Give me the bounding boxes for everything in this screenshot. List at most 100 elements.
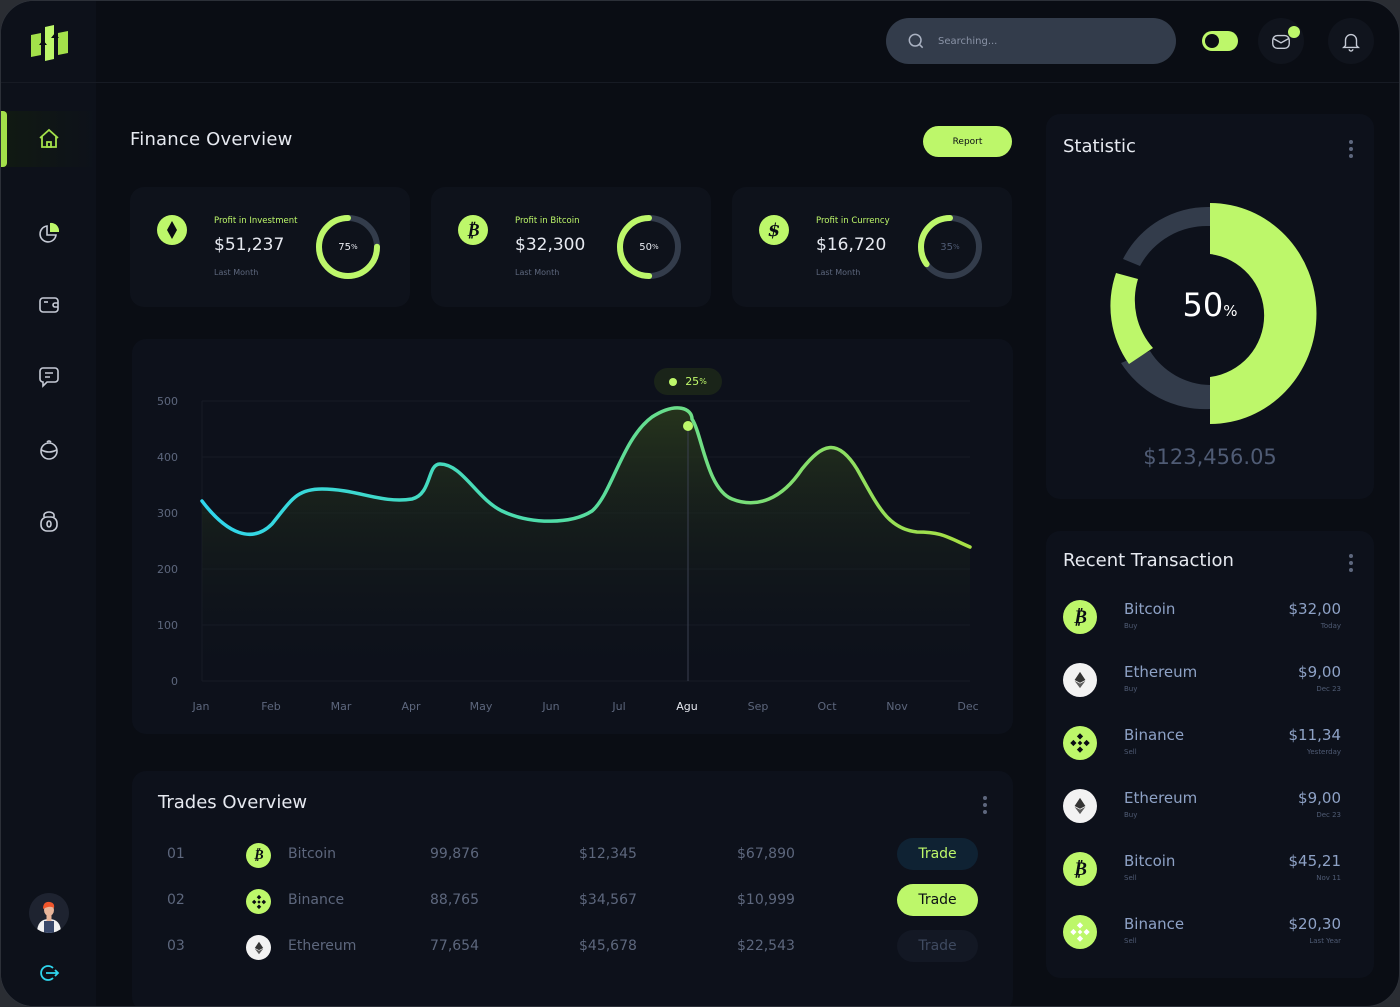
tx-coin: Bitcoin — [1124, 600, 1176, 618]
bitcoin-icon: ₿ — [458, 215, 488, 245]
dollar-icon: $ — [759, 215, 789, 245]
stat-card-bitcoin: ₿ Profit in Bitcoin $32,300 Last Month 5… — [431, 187, 711, 307]
statistic-total: $123,456.05 — [1143, 445, 1277, 469]
diamond-icon — [157, 215, 187, 245]
transaction-row[interactable]: Ethereum Buy $9,00 Dec 23 — [1046, 661, 1374, 701]
y-tick: 300 — [157, 507, 178, 520]
x-tick: Jan — [192, 700, 210, 713]
x-tick: Jul — [612, 700, 626, 713]
card-title: Recent Transaction — [1063, 550, 1234, 571]
x-tick: Nov — [886, 700, 908, 713]
sidebar-item-wallet[interactable] — [1, 277, 96, 333]
statistic-card: Statistic 50% $123,456.05 — [1046, 114, 1374, 499]
more-options-icon[interactable] — [1348, 554, 1354, 572]
trade-volume: 77,654 — [430, 938, 479, 954]
mail-button[interactable] — [1258, 18, 1304, 64]
trade-coin: Ethereum — [288, 938, 357, 954]
x-tick-active[interactable]: Agu — [676, 700, 698, 713]
stat-period: Last Month — [816, 268, 861, 277]
stat-value: $16,720 — [816, 235, 887, 255]
notifications-button[interactable] — [1328, 18, 1374, 64]
tx-date: Yesterday — [1307, 748, 1341, 756]
chat-icon — [38, 367, 59, 388]
tx-date: Dec 23 — [1316, 685, 1341, 693]
tx-date: Last Year — [1309, 937, 1341, 945]
user-avatar[interactable] — [29, 893, 69, 933]
trade-index: 01 — [167, 846, 185, 862]
trade-button[interactable]: Trade — [897, 884, 978, 916]
header-divider — [1, 82, 1399, 83]
tx-amount: $9,00 — [1298, 789, 1341, 807]
trade-index: 03 — [167, 938, 185, 954]
sidebar-item-statistics[interactable] — [1, 205, 96, 261]
transaction-row[interactable]: ₿ Bitcoin Buy $32,00 Today — [1046, 598, 1374, 638]
statistic-donut — [1110, 203, 1317, 424]
search-input[interactable] — [938, 35, 1158, 47]
logout-icon[interactable] — [37, 961, 61, 985]
trade-total: $10,999 — [737, 892, 795, 908]
card-title: Statistic — [1063, 136, 1136, 157]
trade-total: $67,890 — [737, 846, 795, 862]
trades-overview-card: Trades Overview 01 ₿ Bitcoin 99,876 $12,… — [132, 771, 1013, 1006]
progress-ring — [918, 215, 982, 279]
home-icon — [38, 128, 59, 148]
tx-date: Dec 23 — [1316, 811, 1341, 819]
chart-tooltip: 25% — [654, 368, 722, 395]
tx-amount: $32,00 — [1288, 600, 1342, 618]
tooltip-dot — [669, 377, 678, 386]
sidebar-item-vault[interactable] — [1, 493, 96, 549]
trade-price: $12,345 — [579, 846, 637, 862]
statistic-percent: 50% — [1182, 286, 1238, 324]
trade-row: 03 Ethereum 77,654 $45,678 $22,543 Trade — [132, 930, 1013, 964]
trade-volume: 99,876 — [430, 846, 479, 862]
transaction-row[interactable]: Binance Sell $11,34 Yesterday — [1046, 724, 1374, 764]
logo-icon — [31, 25, 68, 61]
trade-index: 02 — [167, 892, 185, 908]
more-options-icon[interactable] — [1348, 140, 1354, 158]
tx-coin: Binance — [1124, 726, 1185, 744]
sidebar-item-messages[interactable] — [1, 349, 96, 405]
tx-coin: Bitcoin — [1124, 852, 1176, 870]
transaction-row[interactable]: ₿ Bitcoin Sell $45,21 Nov 11 — [1046, 850, 1374, 890]
tx-type: Sell — [1124, 937, 1137, 945]
tx-amount: $45,21 — [1288, 852, 1342, 870]
search-bar[interactable] — [886, 18, 1176, 64]
ring-percent: 35% — [940, 241, 960, 253]
progress-ring — [617, 215, 681, 279]
x-tick: Sep — [747, 700, 769, 713]
tx-type: Sell — [1124, 748, 1137, 756]
stat-card-currency: $ Profit in Currency $16,720 Last Month … — [732, 187, 1012, 307]
trade-row: 01 ₿ Bitcoin 99,876 $12,345 $67,890 Trad… — [132, 838, 1013, 872]
search-icon — [908, 33, 924, 49]
card-title: Trades Overview — [158, 792, 308, 813]
bell-icon — [1342, 33, 1360, 52]
tx-amount: $9,00 — [1298, 663, 1341, 681]
trade-price: $34,567 — [579, 892, 637, 908]
lock-icon — [39, 511, 58, 532]
report-button[interactable]: Report — [923, 126, 1012, 157]
theme-toggle[interactable] — [1202, 31, 1238, 51]
y-tick: 100 — [157, 619, 178, 632]
ethereum-icon — [246, 935, 271, 960]
transaction-row[interactable]: Binance Sell $20,30 Last Year — [1046, 913, 1374, 953]
trade-total: $22,543 — [737, 938, 795, 954]
sidebar-item-savings[interactable] — [1, 421, 96, 477]
recent-transactions-card: Recent Transaction ₿ Bitcoin Buy $32,00 … — [1046, 531, 1374, 978]
trade-coin: Binance — [288, 892, 345, 908]
more-options-icon[interactable] — [982, 796, 988, 814]
avatar-illustration — [29, 893, 69, 933]
x-tick: Dec — [957, 700, 979, 713]
tx-date: Today — [1320, 622, 1341, 630]
tx-type: Buy — [1124, 622, 1138, 630]
tx-amount: $11,34 — [1288, 726, 1342, 744]
tx-amount: $20,30 — [1288, 915, 1342, 933]
transaction-row[interactable]: Ethereum Buy $9,00 Dec 23 — [1046, 787, 1374, 827]
y-tick: 500 — [157, 395, 178, 408]
trade-button[interactable]: Trade — [897, 838, 978, 870]
stat-label: Profit in Investment — [214, 216, 298, 226]
stat-label: Profit in Currency — [816, 216, 890, 226]
binance-icon — [1063, 915, 1097, 949]
trade-button[interactable]: Trade — [897, 930, 978, 962]
sidebar-item-home[interactable] — [1, 111, 96, 167]
